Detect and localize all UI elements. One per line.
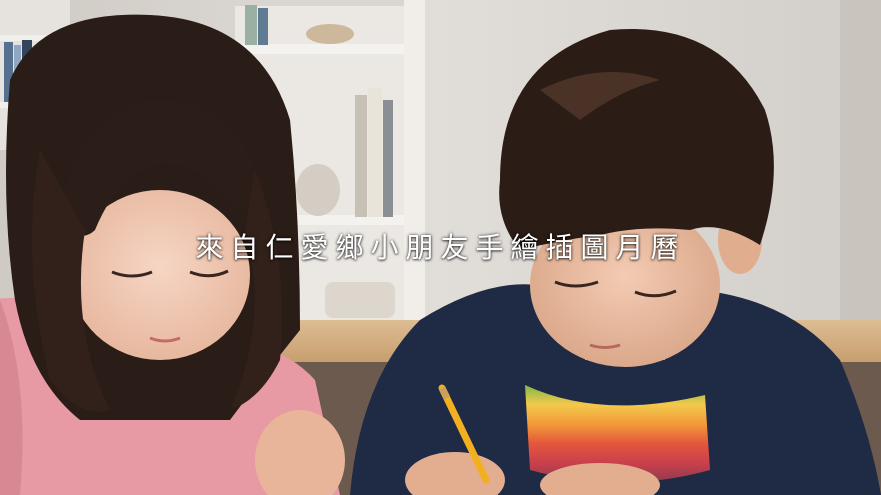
wall-trim	[840, 0, 881, 330]
boy	[350, 29, 881, 495]
girl	[0, 14, 345, 495]
bookshelf-middle	[235, 0, 425, 320]
caption-text: 來自仁愛鄉小朋友手繪插圖月曆	[195, 231, 686, 264]
pencil	[438, 384, 490, 484]
